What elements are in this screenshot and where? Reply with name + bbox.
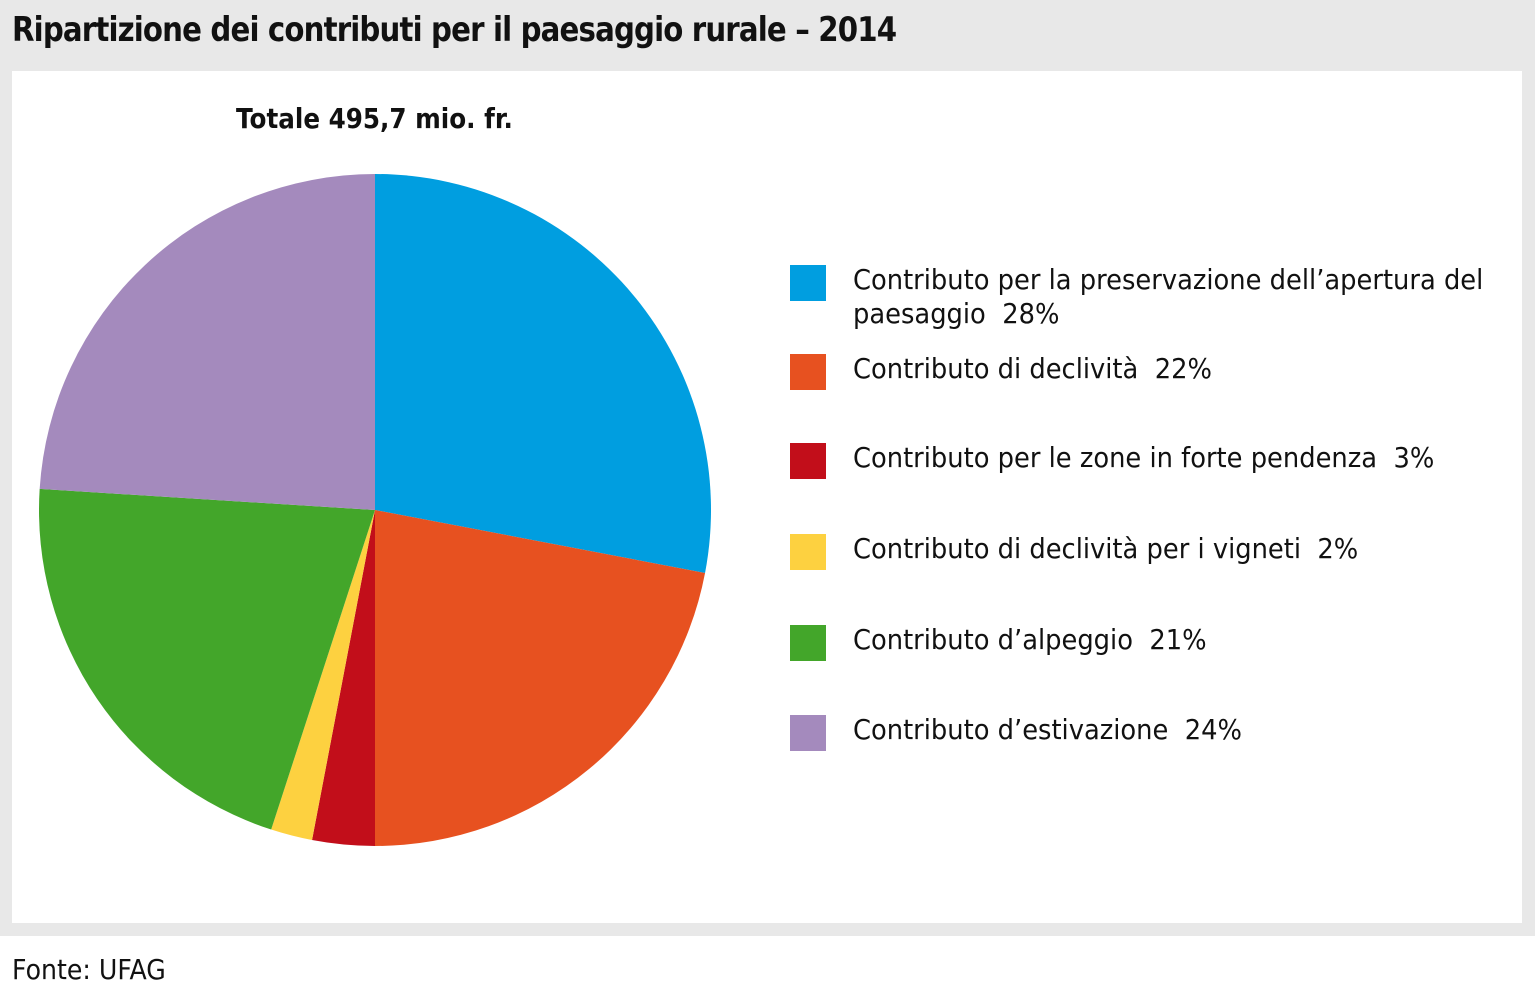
legend-swatch [790,265,826,301]
pie-slice [375,174,711,573]
legend-label: Contributo d’estivazione 24% [853,713,1243,746]
chart-subtitle: Totale 495,7 mio. fr. [236,102,513,135]
pie-slice [312,510,375,846]
legend-label: Contributo di declività per i vigneti 2% [853,532,1359,565]
pie-slice [38,488,376,830]
legend-label: Contributo per le zone in forte pendenza… [853,441,1435,474]
source-note: Fonte: UFAG [12,953,166,986]
legend-swatch [790,443,826,479]
legend-label: Contributo per la preservazione dell’ape… [853,263,1484,330]
pie-slice [375,510,706,847]
legend-swatch [790,354,826,390]
chart-title: Ripartizione dei contributi per il paesa… [12,10,897,50]
pie-slice [271,510,375,841]
legend-swatch [790,534,826,570]
legend-label: Contributo di declività 22% [853,352,1212,385]
legend-label: Contributo d’alpeggio 21% [853,623,1207,656]
legend-swatch [790,715,826,751]
legend-swatch [790,625,826,661]
pie-slice [39,174,375,510]
